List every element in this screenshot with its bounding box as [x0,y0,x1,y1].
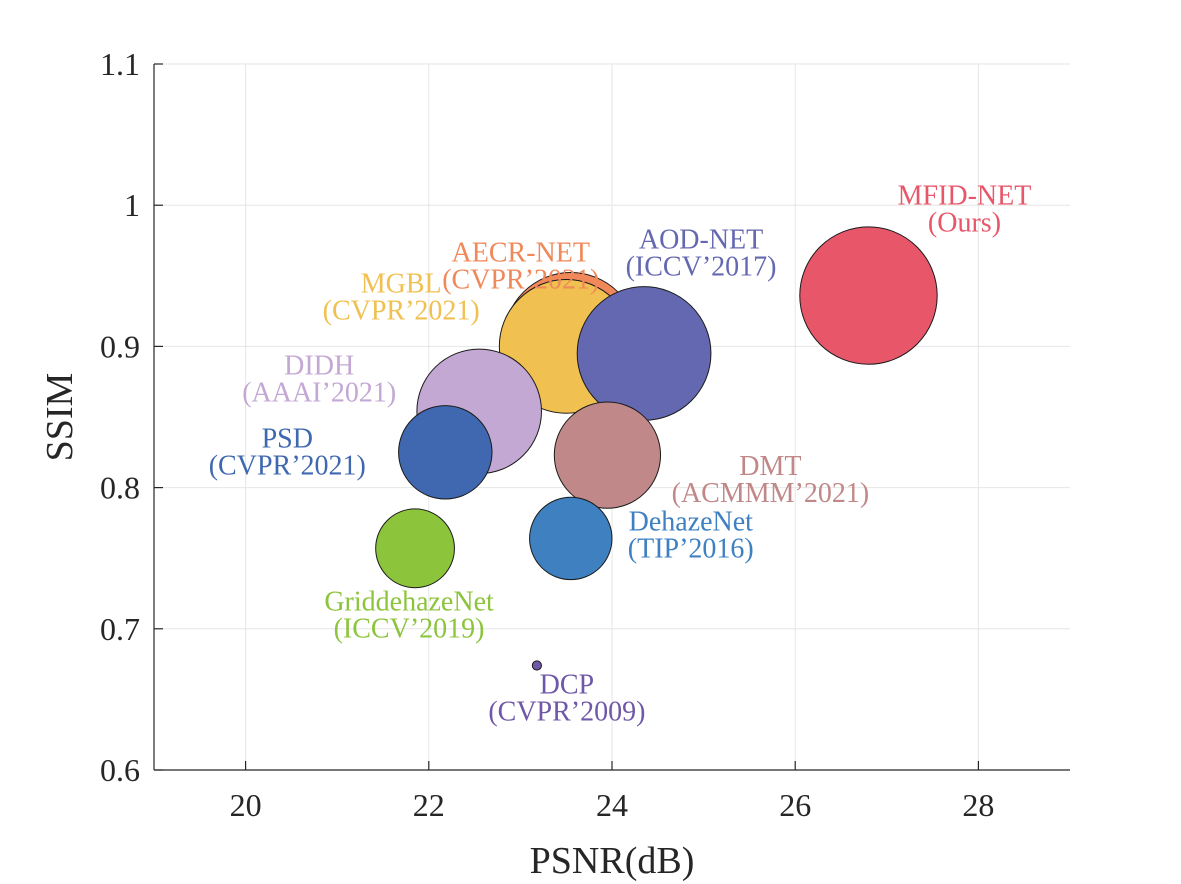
bubble-griddehazenet [375,508,455,589]
point-label-venue: (CVPR’2009) [488,697,645,728]
point-label-name: DehazeNet [629,506,754,537]
bubble-dmt [553,401,662,509]
point-labels: AECR-NET(CVPR’2021)MGBL(CVPR’2021)AOD-NE… [209,181,1032,728]
point-label-venue: (CVPR’2021) [442,264,599,295]
point-label-name: AECR-NET [452,237,590,268]
point-label-name: DCP [540,670,594,701]
y-tick-label: 1 [124,187,140,223]
bubble-dcp [531,660,542,671]
point-label-venue: (CVPR’2021) [209,450,366,481]
point-label-venue: (ICCV’2017) [626,251,777,282]
bubbles [375,226,938,671]
bubble-psd [398,405,493,500]
y-tick-label: 0.7 [100,611,140,647]
point-label-venue: (AAAI’2021) [242,377,396,408]
point-label-venue: (ICCV’2019) [334,613,485,644]
axes: 0.6 0.7 0.8 0.9 1 1.1 20 22 24 26 28 [100,46,1070,823]
point-label-name: MGBL [361,268,442,299]
x-tick-label: 28 [962,787,994,823]
point-label-venue: (TIP’2016) [628,533,754,564]
point-label-name: PSD [262,423,313,454]
x-tick-label: 26 [779,787,811,823]
point-label-name: MFID-NET [898,181,1032,212]
point-label-venue: (CVPR’2021) [323,295,480,326]
x-tick-label: 20 [230,787,262,823]
bubble-mfid-net [799,226,938,365]
x-axis-title: PSNR(dB) [530,840,695,882]
y-axis-title: SSIM [39,373,81,462]
point-label-name: DIDH [284,350,354,381]
point-label-name: GriddehazeNet [324,586,494,617]
bubble-aod-net [576,286,712,421]
point-label-name: AOD-NET [639,224,763,255]
point-label-venue: (ACMMM’2021) [672,478,870,509]
bubble-dehazenet [529,496,613,581]
y-tick-label: 0.8 [100,470,140,506]
point-label-name: DMT [739,451,801,482]
x-tick-label: 24 [596,787,628,823]
y-tick-label: 0.6 [100,752,140,788]
y-tick-label: 1.1 [100,46,140,82]
y-tick-label: 0.9 [100,328,140,364]
point-label-venue: (Ours) [928,208,1001,239]
x-tick-label: 22 [413,787,445,823]
